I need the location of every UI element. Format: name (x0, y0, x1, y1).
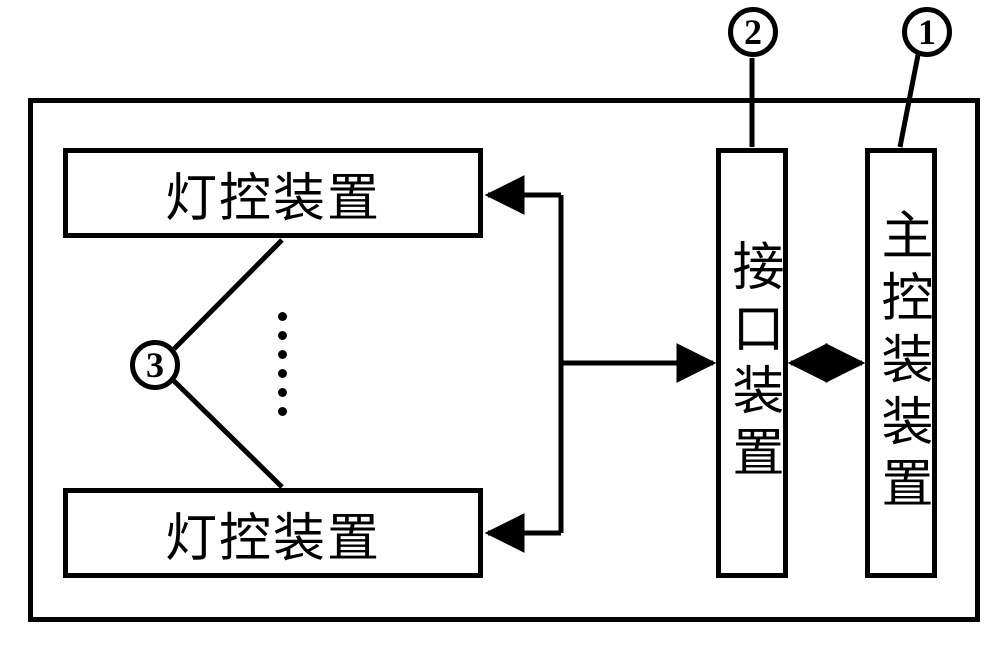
node-lamp-bottom-label: 灯控装置 (165, 496, 381, 571)
node-lamp-top: 灯控装置 (63, 148, 483, 238)
node-lamp-top-label: 灯控装置 (165, 156, 381, 231)
node-main-control-label: 主控装装置 (875, 208, 927, 518)
ellipsis-icon (278, 312, 287, 416)
node-interface: 接口装置 (716, 148, 788, 578)
badge-1: 1 (902, 7, 952, 57)
badge-3: 3 (130, 340, 180, 390)
node-interface-label: 接口装置 (726, 239, 778, 487)
badge-2: 2 (728, 7, 778, 57)
node-lamp-bottom: 灯控装置 (63, 488, 483, 578)
badge-2-label: 2 (744, 11, 762, 53)
badge-1-label: 1 (918, 11, 936, 53)
node-main-control: 主控装装置 (865, 148, 937, 578)
badge-3-label: 3 (146, 344, 164, 386)
